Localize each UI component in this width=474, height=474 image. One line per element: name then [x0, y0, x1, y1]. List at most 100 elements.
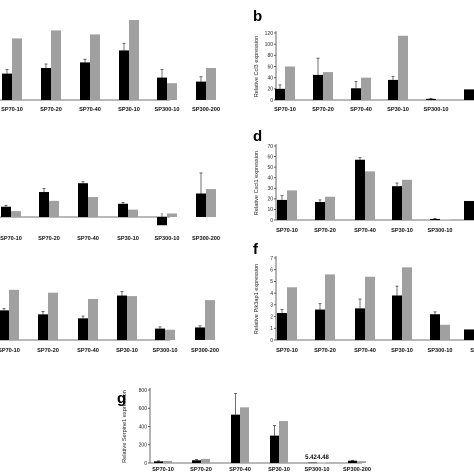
bar-d-1-s1 [325, 196, 335, 220]
bar-a-4-s0 [157, 77, 167, 100]
bar-b-2-s1 [361, 77, 371, 100]
bar-a-1-s1 [51, 30, 61, 100]
category-label-e-2: SP70-40 [77, 348, 99, 354]
bar-f-3-s0 [392, 295, 402, 340]
y-tick-label-d-6: 60 [267, 154, 273, 160]
y-tick-label-f-0: 0 [270, 338, 273, 344]
bar-c-4-s0 [157, 217, 167, 226]
category-label-g-0: SP70-10 [152, 467, 174, 473]
bar-d-2-s0 [355, 159, 365, 220]
category-label-d-1: SP70-20 [314, 228, 336, 234]
bar-e-5-s1 [205, 300, 215, 340]
bar-a-2-s0 [80, 62, 90, 100]
bar-c-3-s1 [128, 209, 138, 217]
y-tick-label-g-3: 600 [139, 406, 148, 412]
y-tick-label-f-4: 4 [270, 291, 273, 297]
bar-d-0-s0 [277, 199, 287, 220]
y-tick-label-d-3: 30 [267, 186, 273, 192]
bar-f-1-s1 [325, 274, 335, 340]
y-tick-label-f-1: 1 [270, 326, 273, 332]
y-tick-label-b-4: 80 [267, 53, 273, 59]
bar-d-4-s1 [440, 219, 450, 221]
bar-f-4-s0 [430, 314, 440, 340]
bar-d-1-s0 [315, 202, 325, 220]
bar-g-0-s0 [154, 461, 163, 463]
bar-a-2-s1 [90, 34, 100, 100]
bar-a-3-s0 [119, 50, 129, 100]
bar-g-1-s0 [192, 460, 201, 463]
bar-c-1-s1 [49, 200, 59, 217]
category-label-c-4: SP300-10 [155, 236, 180, 242]
y-tick-label-f-7: 7 [270, 256, 273, 262]
y-tick-label-f-2: 2 [270, 314, 273, 320]
y-tick-label-b-3: 60 [267, 64, 273, 70]
bar-f-0-s1 [287, 287, 297, 340]
category-label-f-3: SP30-10 [391, 348, 413, 354]
bar-e-1-s0 [38, 314, 48, 340]
bar-g-4-s0 [308, 462, 317, 464]
category-label-a-4: SP300-10 [155, 107, 180, 113]
panel-label-b: b [253, 8, 262, 25]
bar-b-5-s0 [464, 89, 474, 100]
bar-d-0-s1 [287, 190, 297, 220]
category-label-g-1: SP70-20 [190, 467, 212, 473]
category-label-c-1: SP70-20 [38, 236, 60, 242]
bar-e-4-s1 [165, 329, 175, 340]
bar-d-5-s0 [464, 200, 474, 220]
panel-label-f: f [253, 241, 259, 258]
bar-c-0-s0 [1, 206, 11, 217]
bar-a-3-s1 [129, 20, 139, 100]
y-axis-title-f: Relative Pik3ap1 expression [254, 264, 260, 335]
bar-e-3-s0 [117, 295, 127, 340]
y-tick-label-g-4: 800 [139, 388, 148, 394]
category-label-e-0: SP70-10 [0, 348, 20, 354]
category-label-g-3: SP30-10 [268, 467, 290, 473]
bar-b-1-s1 [323, 72, 333, 100]
y-tick-label-g-0: 0 [144, 461, 147, 467]
category-label-b-0: SP70-10 [274, 107, 296, 113]
bar-c-5-s0 [196, 193, 206, 217]
bar-d-2-s1 [365, 171, 375, 220]
category-label-b-4: SP300-10 [424, 107, 449, 113]
bar-e-5-s0 [195, 327, 205, 340]
bar-c-0-s1 [11, 211, 21, 217]
bar-g-3-s0 [270, 435, 279, 463]
category-label-e-5: SP300-200 [191, 348, 219, 354]
category-label-e-4: SP300-10 [153, 348, 178, 354]
bar-a-5-s0 [196, 81, 206, 100]
bar-b-2-s0 [351, 88, 361, 100]
category-label-a-2: SP70-40 [79, 107, 101, 113]
bar-c-3-s0 [118, 203, 128, 217]
category-label-f-0: SP70-10 [276, 348, 298, 354]
bar-g-3-s1 [279, 421, 288, 463]
bar-d-3-s0 [392, 186, 402, 220]
category-label-b-1: SP70-20 [312, 107, 334, 113]
bar-d-4-s0 [430, 218, 440, 220]
category-label-d-3: SP30-10 [391, 228, 413, 234]
category-label-c-3: SP30-10 [117, 236, 139, 242]
bar-b-1-s0 [313, 74, 323, 100]
bar-e-2-s0 [78, 318, 88, 340]
y-tick-label-b-6: 120 [265, 31, 274, 37]
bar-g-5-s0 [348, 460, 357, 463]
y-tick-label-d-1: 10 [267, 207, 273, 213]
category-label-b-2: SP70-40 [350, 107, 372, 113]
y-tick-label-d-0: 0 [270, 218, 273, 224]
bar-c-5-s1 [206, 189, 216, 217]
bar-c-1-s0 [39, 192, 49, 217]
y-axis-title-g: Relative Serpine1 expression [122, 390, 128, 463]
bar-e-1-s1 [48, 292, 58, 340]
category-label-c-5: SP300-200 [192, 236, 220, 242]
bar-a-4-s1 [167, 83, 177, 100]
bar-b-4-s0 [426, 98, 436, 100]
bar-a-1-s0 [41, 68, 51, 100]
y-tick-label-f-5: 5 [270, 279, 273, 285]
bar-f-3-s1 [402, 267, 412, 340]
category-label-e-1: SP70-20 [37, 348, 59, 354]
bar-f-5-s0 [464, 329, 474, 340]
y-tick-label-f-3: 3 [270, 303, 273, 309]
bar-f-2-s0 [355, 308, 365, 340]
category-label-e-3: SP30-10 [116, 348, 138, 354]
bar-g-2-s1 [240, 407, 249, 463]
category-label-g-5: SP300-200 [343, 467, 371, 473]
